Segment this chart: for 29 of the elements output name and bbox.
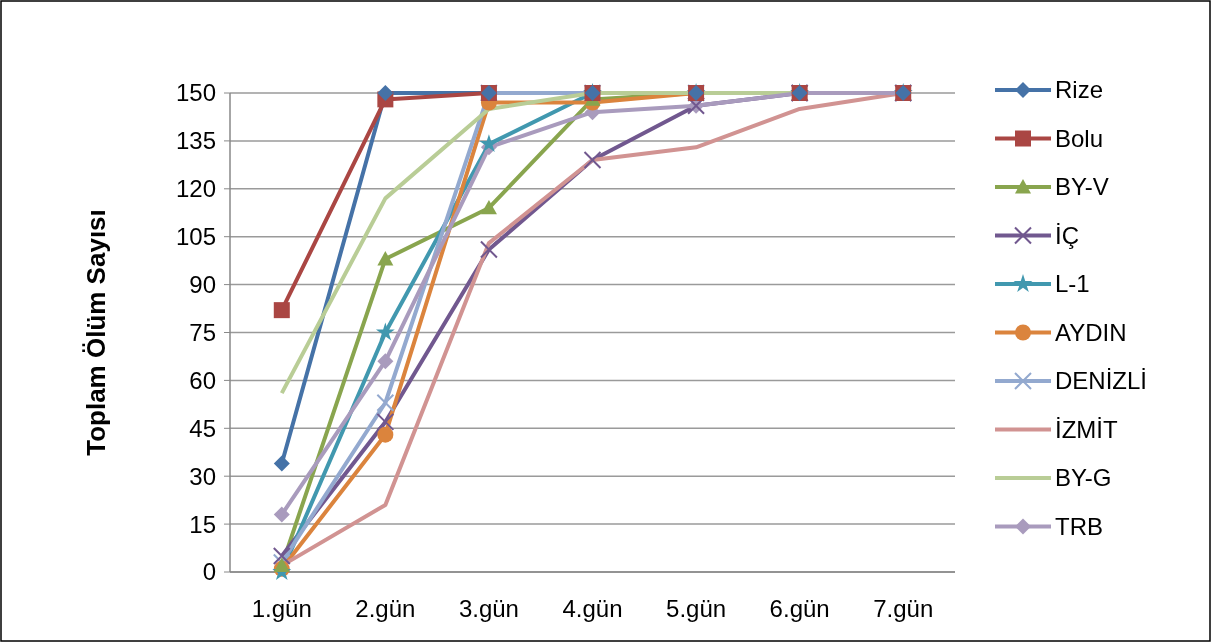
y-tick-label: 135 bbox=[175, 127, 216, 155]
y-axis-title: Toplam Ölüm Sayısı bbox=[81, 209, 111, 456]
y-tick-label: 90 bbox=[189, 271, 216, 298]
legend-label: BY-G bbox=[1055, 464, 1112, 492]
x-tick-label: 4.gün bbox=[562, 595, 623, 622]
legend-label: AYDIN bbox=[1055, 318, 1127, 346]
legend-label: İÇ bbox=[1055, 221, 1079, 249]
y-tick-label: 150 bbox=[175, 79, 216, 107]
y-tick-label: 105 bbox=[175, 223, 216, 251]
legend-label: L-1 bbox=[1055, 270, 1090, 298]
y-tick-label: 120 bbox=[175, 175, 216, 203]
x-tick-label: 7.gün bbox=[873, 595, 934, 622]
legend-label: Bolu bbox=[1055, 124, 1104, 152]
x-tick-label: 5.gün bbox=[666, 595, 727, 622]
x-tick-label: 3.gün bbox=[458, 595, 519, 622]
legend-label: DENİZLİ bbox=[1055, 367, 1148, 395]
y-tick-label: 15 bbox=[189, 510, 216, 538]
y-tick-label: 75 bbox=[189, 318, 216, 346]
y-tick-label: 45 bbox=[189, 414, 216, 442]
legend-label: TRB bbox=[1055, 512, 1103, 540]
legend-label: İZMİT bbox=[1055, 415, 1118, 443]
legend-label: Rize bbox=[1055, 76, 1104, 104]
x-tick-label: 2.gün bbox=[355, 595, 416, 622]
x-tick-label: 6.gün bbox=[769, 595, 830, 622]
y-tick-label: 0 bbox=[202, 558, 216, 586]
y-tick-label: 30 bbox=[189, 462, 216, 490]
x-tick-label: 1.gün bbox=[251, 595, 312, 622]
y-tick-label: 60 bbox=[189, 366, 216, 394]
legend-label: BY-V bbox=[1055, 173, 1109, 201]
